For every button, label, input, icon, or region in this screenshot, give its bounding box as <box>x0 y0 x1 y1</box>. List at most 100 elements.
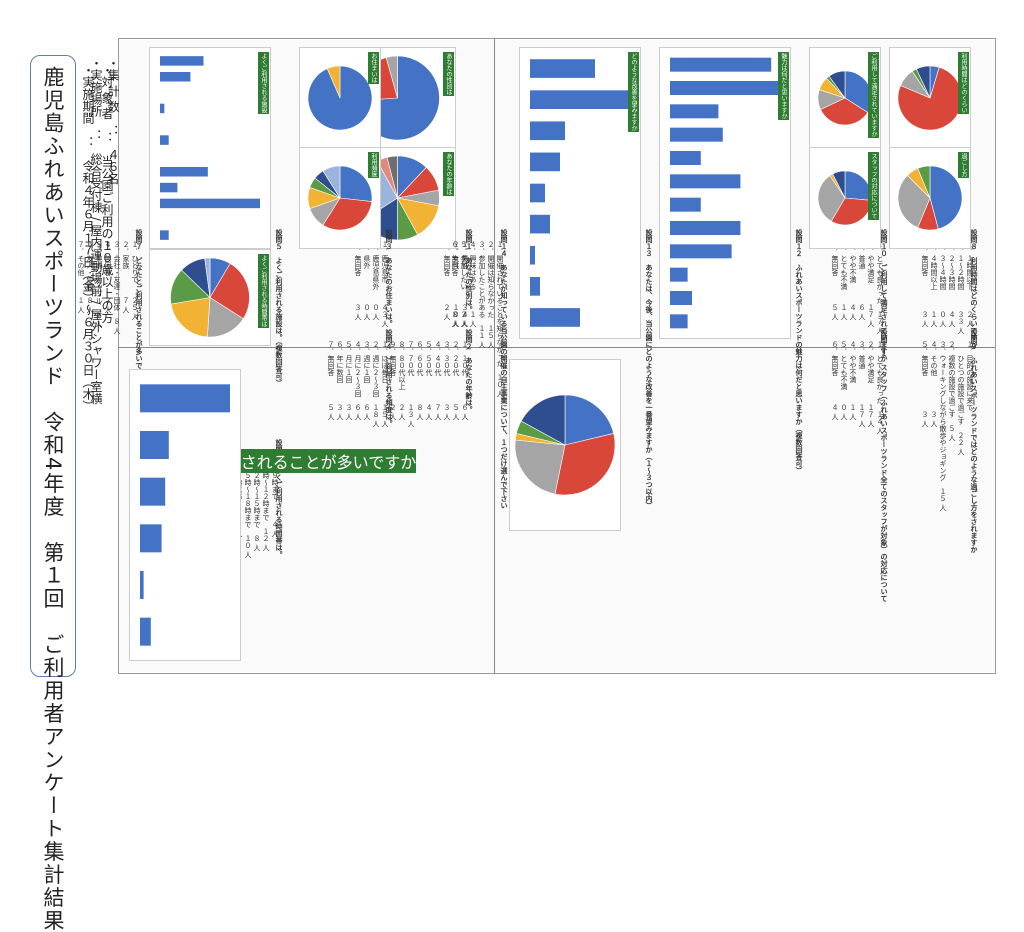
bar <box>160 198 260 209</box>
pie-slice <box>385 55 398 99</box>
chart-legend-label: あなたの年齢は <box>443 152 454 196</box>
period-text: ・実施期間 ： 令和４年６月１７日（金）～６月３０日（木） <box>81 64 95 412</box>
answer-item: １．開催されていることを知らなかった １０ 人 <box>496 241 504 398</box>
bar <box>670 267 688 282</box>
bar <box>670 291 692 305</box>
bar <box>670 57 772 72</box>
target-text: ・対 象 者 ： 当公園ご利用の１０歳以上の方 <box>100 64 114 324</box>
answer-item: ２．家族 ７ 人 <box>122 241 130 314</box>
pie-slice <box>207 296 244 338</box>
answer-item: ２．１～２時間 ３３ 人 <box>957 241 965 335</box>
pie-slice <box>897 66 963 131</box>
answer-item: １．～９時まで ４ 人 <box>271 451 279 538</box>
bar <box>140 477 166 506</box>
answer-item: ６．無回答 ５ 人 <box>831 241 839 321</box>
answer-item: ５．夫婦・カップル ６ 人 <box>95 241 103 328</box>
answer-item: ２．週に２～３回 １８ 人 <box>372 341 380 428</box>
pie-slice <box>916 65 931 99</box>
answer-item: ８．８０代以上 ２ 人 <box>398 341 406 421</box>
pie-slice <box>817 175 846 222</box>
pie-slice <box>386 155 398 199</box>
page-title: 鹿児島ふれあいスポーツランド 令和4年度 第１回 ご利用者アンケート集計結果 <box>41 66 65 932</box>
answer-item: ２．やや満足 １７ 人 <box>867 341 875 428</box>
answer-item: ４．やや不満 ４ 人 <box>849 241 857 321</box>
bar <box>530 59 595 78</box>
chart-legend-label: お住まいは <box>368 52 379 84</box>
answer-item: ４．４０代 ７ 人 <box>434 341 442 421</box>
chart-legend-label: あなたの性別は <box>443 52 454 96</box>
pie-slice <box>929 165 963 230</box>
bar <box>670 197 701 212</box>
answer-item: ５．５０代 ４ 人 <box>425 341 433 421</box>
answer-item: ３．会社・友達・団体 ８ 人 <box>113 241 121 335</box>
answer-item: ２．９時～１２時まで １２ 人 <box>262 451 270 552</box>
right-chart-1: 過ごし方 <box>889 147 971 249</box>
pie-slice <box>554 433 616 496</box>
bar <box>670 174 741 189</box>
place-text: ・実施場所 ： 総合受付棟 / 屋内運動場前 / 屋外シャワー室横 <box>89 57 103 405</box>
answer-item: ４．３～４時間 ０ 人 <box>939 241 947 328</box>
bar <box>530 277 540 296</box>
answer-item: ５．参加したい ２ 人 <box>460 241 468 328</box>
right-chart-2: ご利用して満足されていますか <box>809 47 881 149</box>
survey-page: 鹿児島ふれあいスポーツランド 令和4年度 第１回 ご利用者アンケート集計結果 ・… <box>30 38 996 932</box>
answer-item: １．とても良かった １７ 人 <box>876 241 884 335</box>
pie-slice <box>520 394 566 446</box>
answer-item: ５．とても不満 １ 人 <box>840 241 848 321</box>
answer-item: ６．無回答 ３ 人 <box>921 241 929 328</box>
answer-item: １．目的の施設に来て <box>966 341 974 411</box>
pie-slice <box>820 97 869 126</box>
bar <box>140 617 151 646</box>
answer-item: ４．やや不満 １ 人 <box>849 341 857 421</box>
answer-item: ３．週に１回 ６ 人 <box>363 341 371 421</box>
answer-item: ３．３０代 ３ 人 <box>443 341 451 421</box>
bar <box>140 524 162 553</box>
left-chart-6 <box>129 369 241 661</box>
answer-item: ３．１２時～１５時まで ８ 人 <box>253 451 261 552</box>
answer-item: ３．県外 ０ 人 <box>363 241 371 321</box>
pie-slice <box>897 174 931 228</box>
bar <box>670 127 723 142</box>
bar <box>530 183 545 203</box>
answer-item: ６．６０代 ８ 人 <box>416 341 424 421</box>
answer-item: ４．１５時～１８時まで １０ 人 <box>244 451 252 559</box>
answer-item: ６．友人・仲間 ８ 人 <box>86 241 94 314</box>
answer-item: ７．７０代 １３ 人 <box>407 341 415 428</box>
bar <box>670 81 780 95</box>
answer-item: ひとつの施設で過ごす ２２ 人 <box>957 341 965 456</box>
answer-item: ３．２～３時間 ４ 人 <box>948 241 956 328</box>
answer-item: ３．普通 １７ 人 <box>858 341 866 428</box>
bar <box>160 103 165 114</box>
bar <box>140 384 230 413</box>
answer-item: ４．無回答 ３ 人 <box>354 241 362 321</box>
answer-item: １．１０代 ６ 人 <box>461 341 469 421</box>
answer-item: ３．参加したことがある １１ 人 <box>478 241 486 349</box>
answer-item: １．鹿児島市 ４３ 人 <box>381 241 389 328</box>
right-chart-6 <box>509 359 621 531</box>
chart-legend-label: スタッフの対応について <box>868 152 879 220</box>
right-chart-5: どのような改善を望みますか <box>519 47 641 339</box>
bar <box>670 104 719 119</box>
bar <box>530 90 630 109</box>
chart-legend-label: 利用頻度 <box>368 152 379 178</box>
pie-slice <box>322 165 341 200</box>
pie-slice <box>832 170 846 199</box>
bar <box>670 244 732 259</box>
right-chart-0: 利用時間はどのくらい <box>889 47 971 149</box>
answer-item: ４．その他 ３ 人 <box>930 341 938 428</box>
answer-item: ５．無回答 ３ 人 <box>921 341 929 428</box>
answer-item: １．ほぼ毎日 １５ 人 <box>381 341 389 428</box>
answer-item: ３．普通 ６ 人 <box>858 241 866 321</box>
answer-item: ２．やや満足 １７ 人 <box>867 241 875 328</box>
left-chart-3: 利用頻度 <box>299 147 381 249</box>
pie-slice <box>917 165 931 199</box>
pie-slice <box>326 65 341 99</box>
chart-legend-label: よくご利用される時間帯は <box>258 254 269 328</box>
bar <box>530 152 560 172</box>
pie-slice <box>564 394 614 446</box>
chart-legend-label: ご利用して満足されていますか <box>868 52 879 138</box>
answer-item: ４．興味はある １ 人 <box>469 241 477 328</box>
answer-item: ４．無回答 ３ 人 <box>104 241 112 314</box>
answer-item: ６．年に数回 ３ 人 <box>336 341 344 421</box>
answer-item: ７．無回答 ５ 人 <box>327 341 335 421</box>
